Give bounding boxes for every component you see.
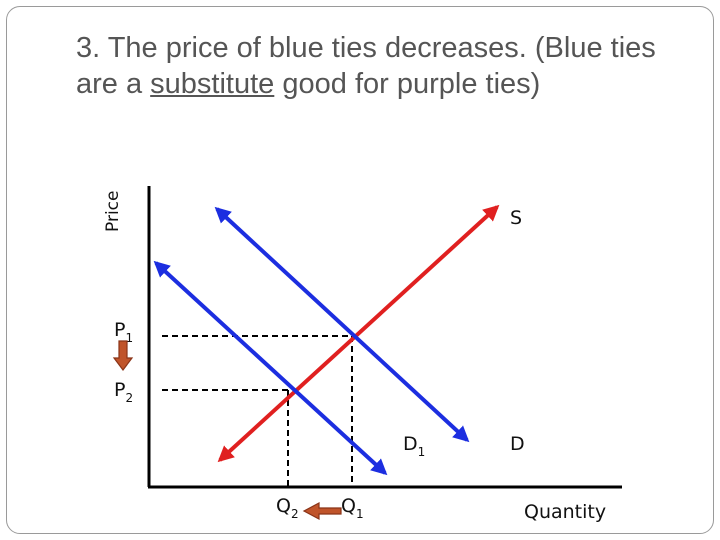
slide-title: 3. The price of blue ties decreases. (Bl… xyxy=(76,30,696,102)
demand-curve-new xyxy=(153,260,388,476)
y-axis-label: Price xyxy=(103,191,123,232)
supply-label: S xyxy=(510,207,522,229)
p1-label: P1 xyxy=(114,319,133,345)
title-text-part1: 3. The price of blue ties decreases. (Bl… xyxy=(76,32,656,100)
x-axis-label: Quantity xyxy=(524,501,606,523)
supply-curve xyxy=(217,204,500,463)
demand-original-label: D xyxy=(510,433,525,455)
demand-curve-original xyxy=(214,206,470,443)
q1-label: Q1 xyxy=(341,495,364,521)
price-decrease-arrow-icon xyxy=(112,340,134,371)
p2-label: P2 xyxy=(114,379,133,405)
title-underlined-word: substitute xyxy=(150,68,275,100)
quantity-decrease-arrow-icon xyxy=(302,502,342,520)
title-text-part2: good for purple ties) xyxy=(274,68,541,100)
q2-label: Q2 xyxy=(276,495,299,521)
demand-new-label: D1 xyxy=(403,433,425,459)
